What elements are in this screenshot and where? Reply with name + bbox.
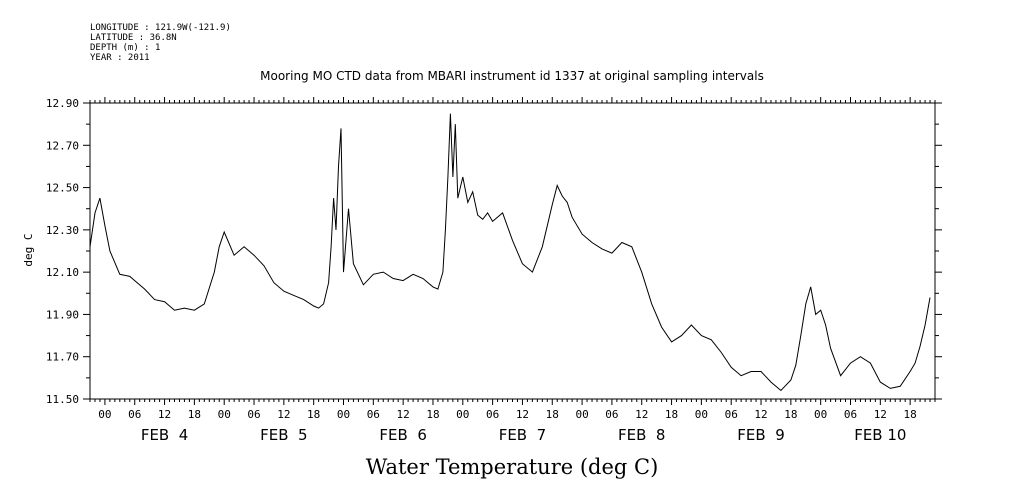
y-tick-label: 11.50 (46, 393, 79, 406)
x-day-label: FEB 7 (499, 426, 546, 444)
y-axis-label: deg C (22, 233, 35, 266)
x-day-label: FEB 6 (379, 426, 426, 444)
x-hour-label: 06 (486, 408, 499, 421)
temperature-series-line (89, 113, 931, 392)
x-hour-label: 00 (98, 408, 111, 421)
x-hour-label: 12 (158, 408, 171, 421)
x-tick-labels: 00 06 12 18 00 06 12 18 00 06 12 18 00 06 12 18 00 06 12 18… (98, 408, 916, 421)
x-hour-label: 12 (277, 408, 290, 421)
y-tick-label: 12.30 (46, 224, 79, 237)
x-hour-label: 00 (814, 408, 827, 421)
x-day-label: FEB 5 (260, 426, 307, 444)
y-tick-label: 12.50 (46, 182, 79, 195)
x-hour-label: 18 (546, 408, 559, 421)
day-labels: FEB 4 FEB 5 FEB 6 FEB 7 FEB 8 FEB 9 FEB 10 (141, 426, 907, 444)
plot-frame (89, 102, 936, 400)
longitude-label: LONGITUDE : 121.9W(-121.9) (90, 23, 231, 33)
x-hour-label: 06 (605, 408, 618, 421)
x-hour-label: 06 (725, 408, 738, 421)
x-hour-label: 18 (188, 408, 201, 421)
x-hour-label: 18 (784, 408, 797, 421)
chart-title: Mooring MO CTD data from MBARI instrumen… (260, 69, 764, 83)
x-hour-label: 18 (426, 408, 439, 421)
axis-ticks (83, 97, 942, 405)
x-hour-label: 06 (367, 408, 380, 421)
x-hour-label: 00 (456, 408, 469, 421)
x-hour-label: 00 (575, 408, 588, 421)
x-hour-label: 12 (754, 408, 767, 421)
latitude-label: LATITUDE : 36.8N (90, 33, 177, 43)
x-hour-label: 00 (218, 408, 231, 421)
x-day-label: FEB 8 (618, 426, 665, 444)
x-hour-label: 06 (247, 408, 260, 421)
x-hour-label: 12 (874, 408, 887, 421)
x-day-label: FEB 10 (854, 426, 906, 444)
x-day-label: FEB 9 (737, 426, 784, 444)
y-tick-label: 11.90 (46, 308, 79, 321)
y-tick-label: 12.70 (46, 139, 79, 152)
y-tick-labels: 11.50 11.70 11.90 12.10 12.30 12.50 12.70 12.90 (46, 97, 79, 406)
x-axis-title: Water Temperature (deg C) (366, 455, 659, 479)
x-day-label: FEB 4 (141, 426, 188, 444)
x-hour-label: 12 (635, 408, 648, 421)
depth-label: DEPTH (m) : 1 (90, 43, 160, 53)
x-hour-label: 00 (695, 408, 708, 421)
x-hour-label: 06 (844, 408, 857, 421)
x-hour-label: 00 (337, 408, 350, 421)
x-hour-label: 18 (307, 408, 320, 421)
x-hour-label: 18 (904, 408, 917, 421)
x-hour-label: 12 (516, 408, 529, 421)
y-tick-label: 12.90 (46, 97, 79, 110)
year-label: YEAR : 2011 (90, 53, 150, 63)
y-tick-label: 11.70 (46, 351, 79, 364)
x-hour-label: 18 (665, 408, 678, 421)
x-hour-label: 12 (397, 408, 410, 421)
x-hour-label: 06 (128, 408, 141, 421)
y-tick-label: 12.10 (46, 266, 79, 279)
